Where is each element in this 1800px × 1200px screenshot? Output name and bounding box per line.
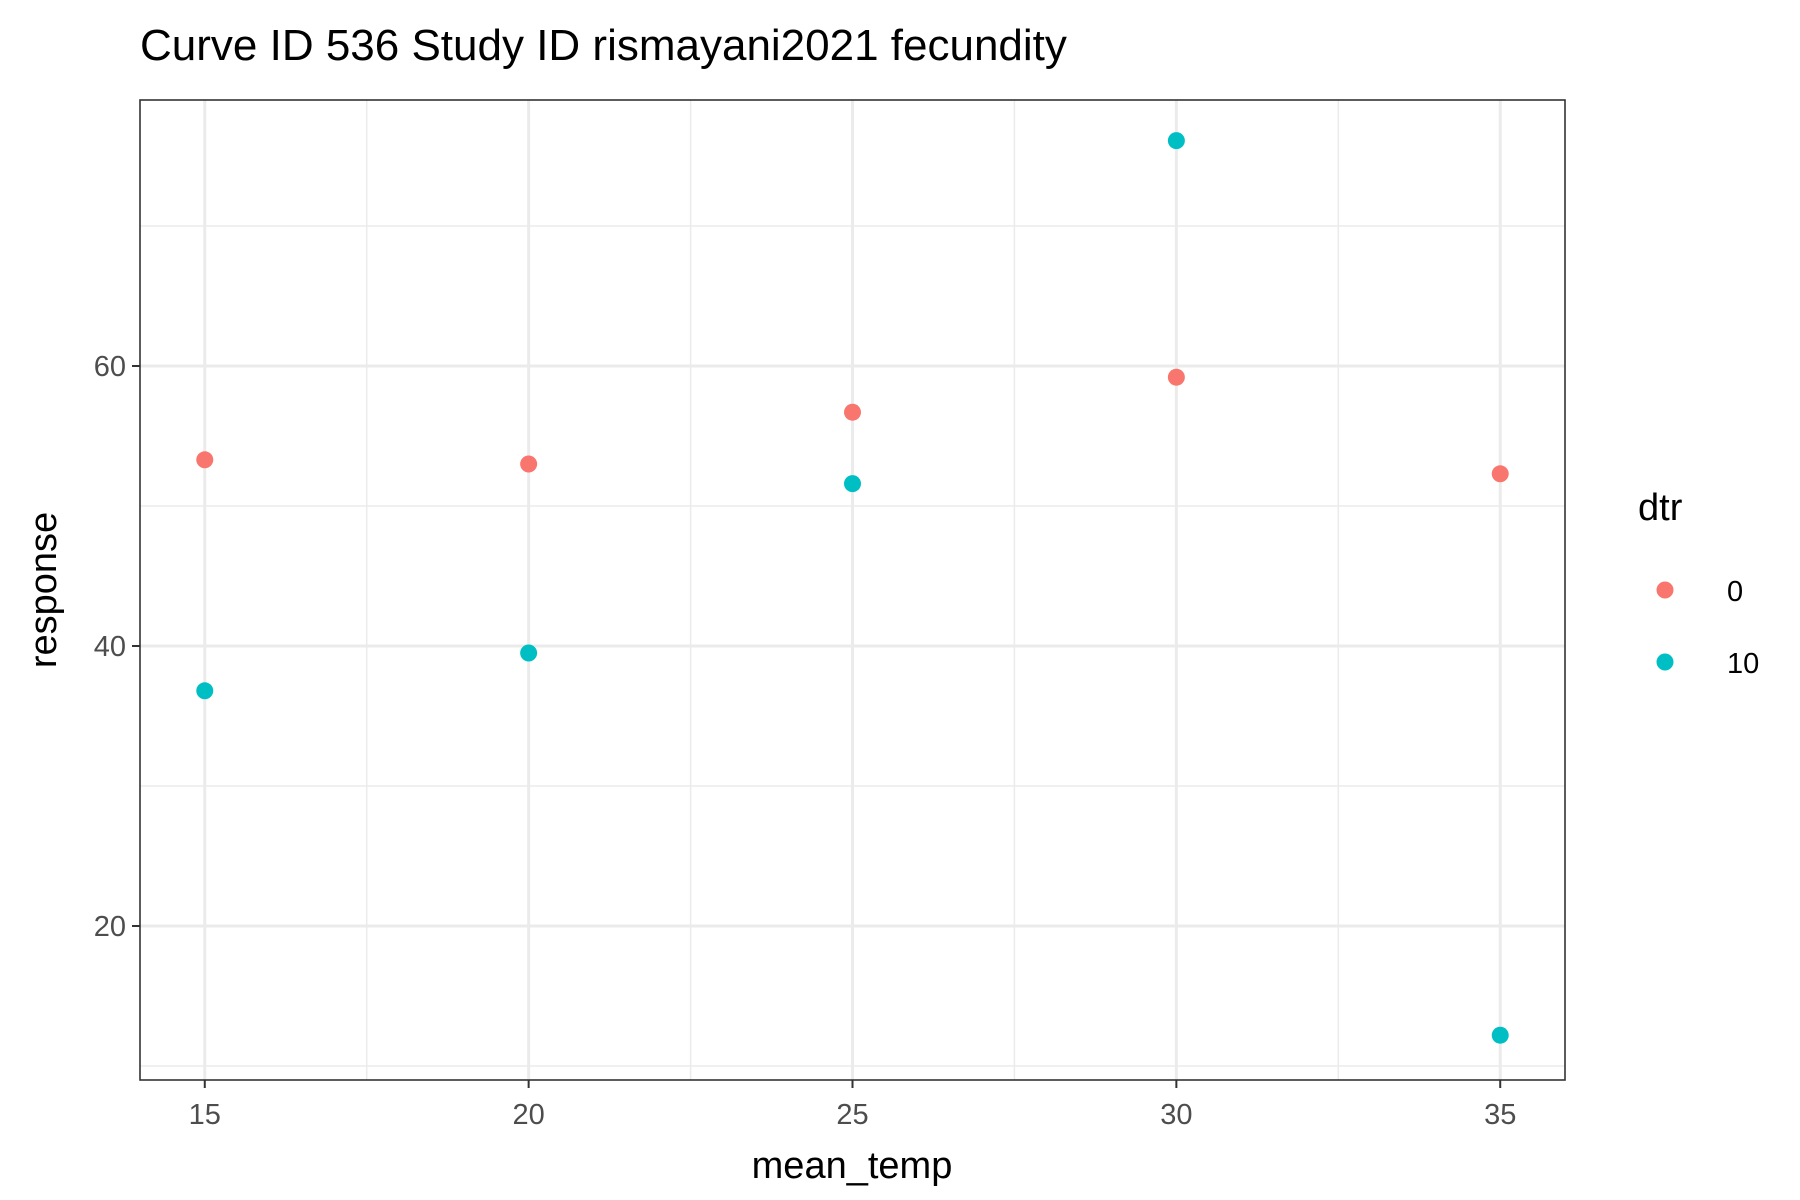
x-tick-label: 20 — [513, 1099, 545, 1131]
data-point-dtr-10 — [1167, 132, 1185, 150]
legend: dtr 0 10 — [1638, 487, 1759, 680]
y-tick-label: 20 — [94, 911, 126, 943]
data-point-dtr-0 — [844, 403, 861, 421]
y-axis-title: response — [23, 512, 65, 668]
data-point-dtr-0 — [520, 455, 538, 473]
x-axis: 15 20 25 30 35 — [189, 1080, 1516, 1131]
data-point-dtr-10 — [1491, 1026, 1509, 1044]
legend-key-dtr-0 — [1656, 581, 1674, 599]
major-gridlines — [140, 100, 1565, 1080]
legend-label-dtr-0: 0 — [1727, 576, 1743, 608]
y-tick-label: 60 — [94, 351, 126, 383]
x-tick-label: 30 — [1160, 1099, 1192, 1131]
data-point-dtr-0 — [1167, 368, 1185, 386]
legend-label-dtr-10: 10 — [1727, 648, 1759, 680]
data-point-dtr-0 — [1491, 465, 1509, 483]
x-tick-label: 15 — [189, 1099, 221, 1131]
legend-title: dtr — [1638, 487, 1683, 529]
y-tick-label: 40 — [94, 631, 126, 663]
data-point-dtr-10 — [196, 682, 214, 700]
x-tick-label: 35 — [1484, 1099, 1516, 1131]
x-axis-title: mean_temp — [752, 1145, 953, 1187]
y-axis: 20 40 60 — [94, 351, 140, 943]
chart-title: Curve ID 536 Study ID rismayani2021 fecu… — [140, 21, 1067, 70]
x-tick-label: 25 — [836, 1099, 868, 1131]
legend-key-dtr-10 — [1656, 653, 1674, 671]
data-points — [196, 132, 1509, 1044]
legend-items: 0 10 — [1656, 576, 1759, 680]
data-point-dtr-10 — [520, 644, 538, 662]
data-point-dtr-0 — [196, 451, 214, 469]
data-point-dtr-10 — [844, 475, 861, 493]
